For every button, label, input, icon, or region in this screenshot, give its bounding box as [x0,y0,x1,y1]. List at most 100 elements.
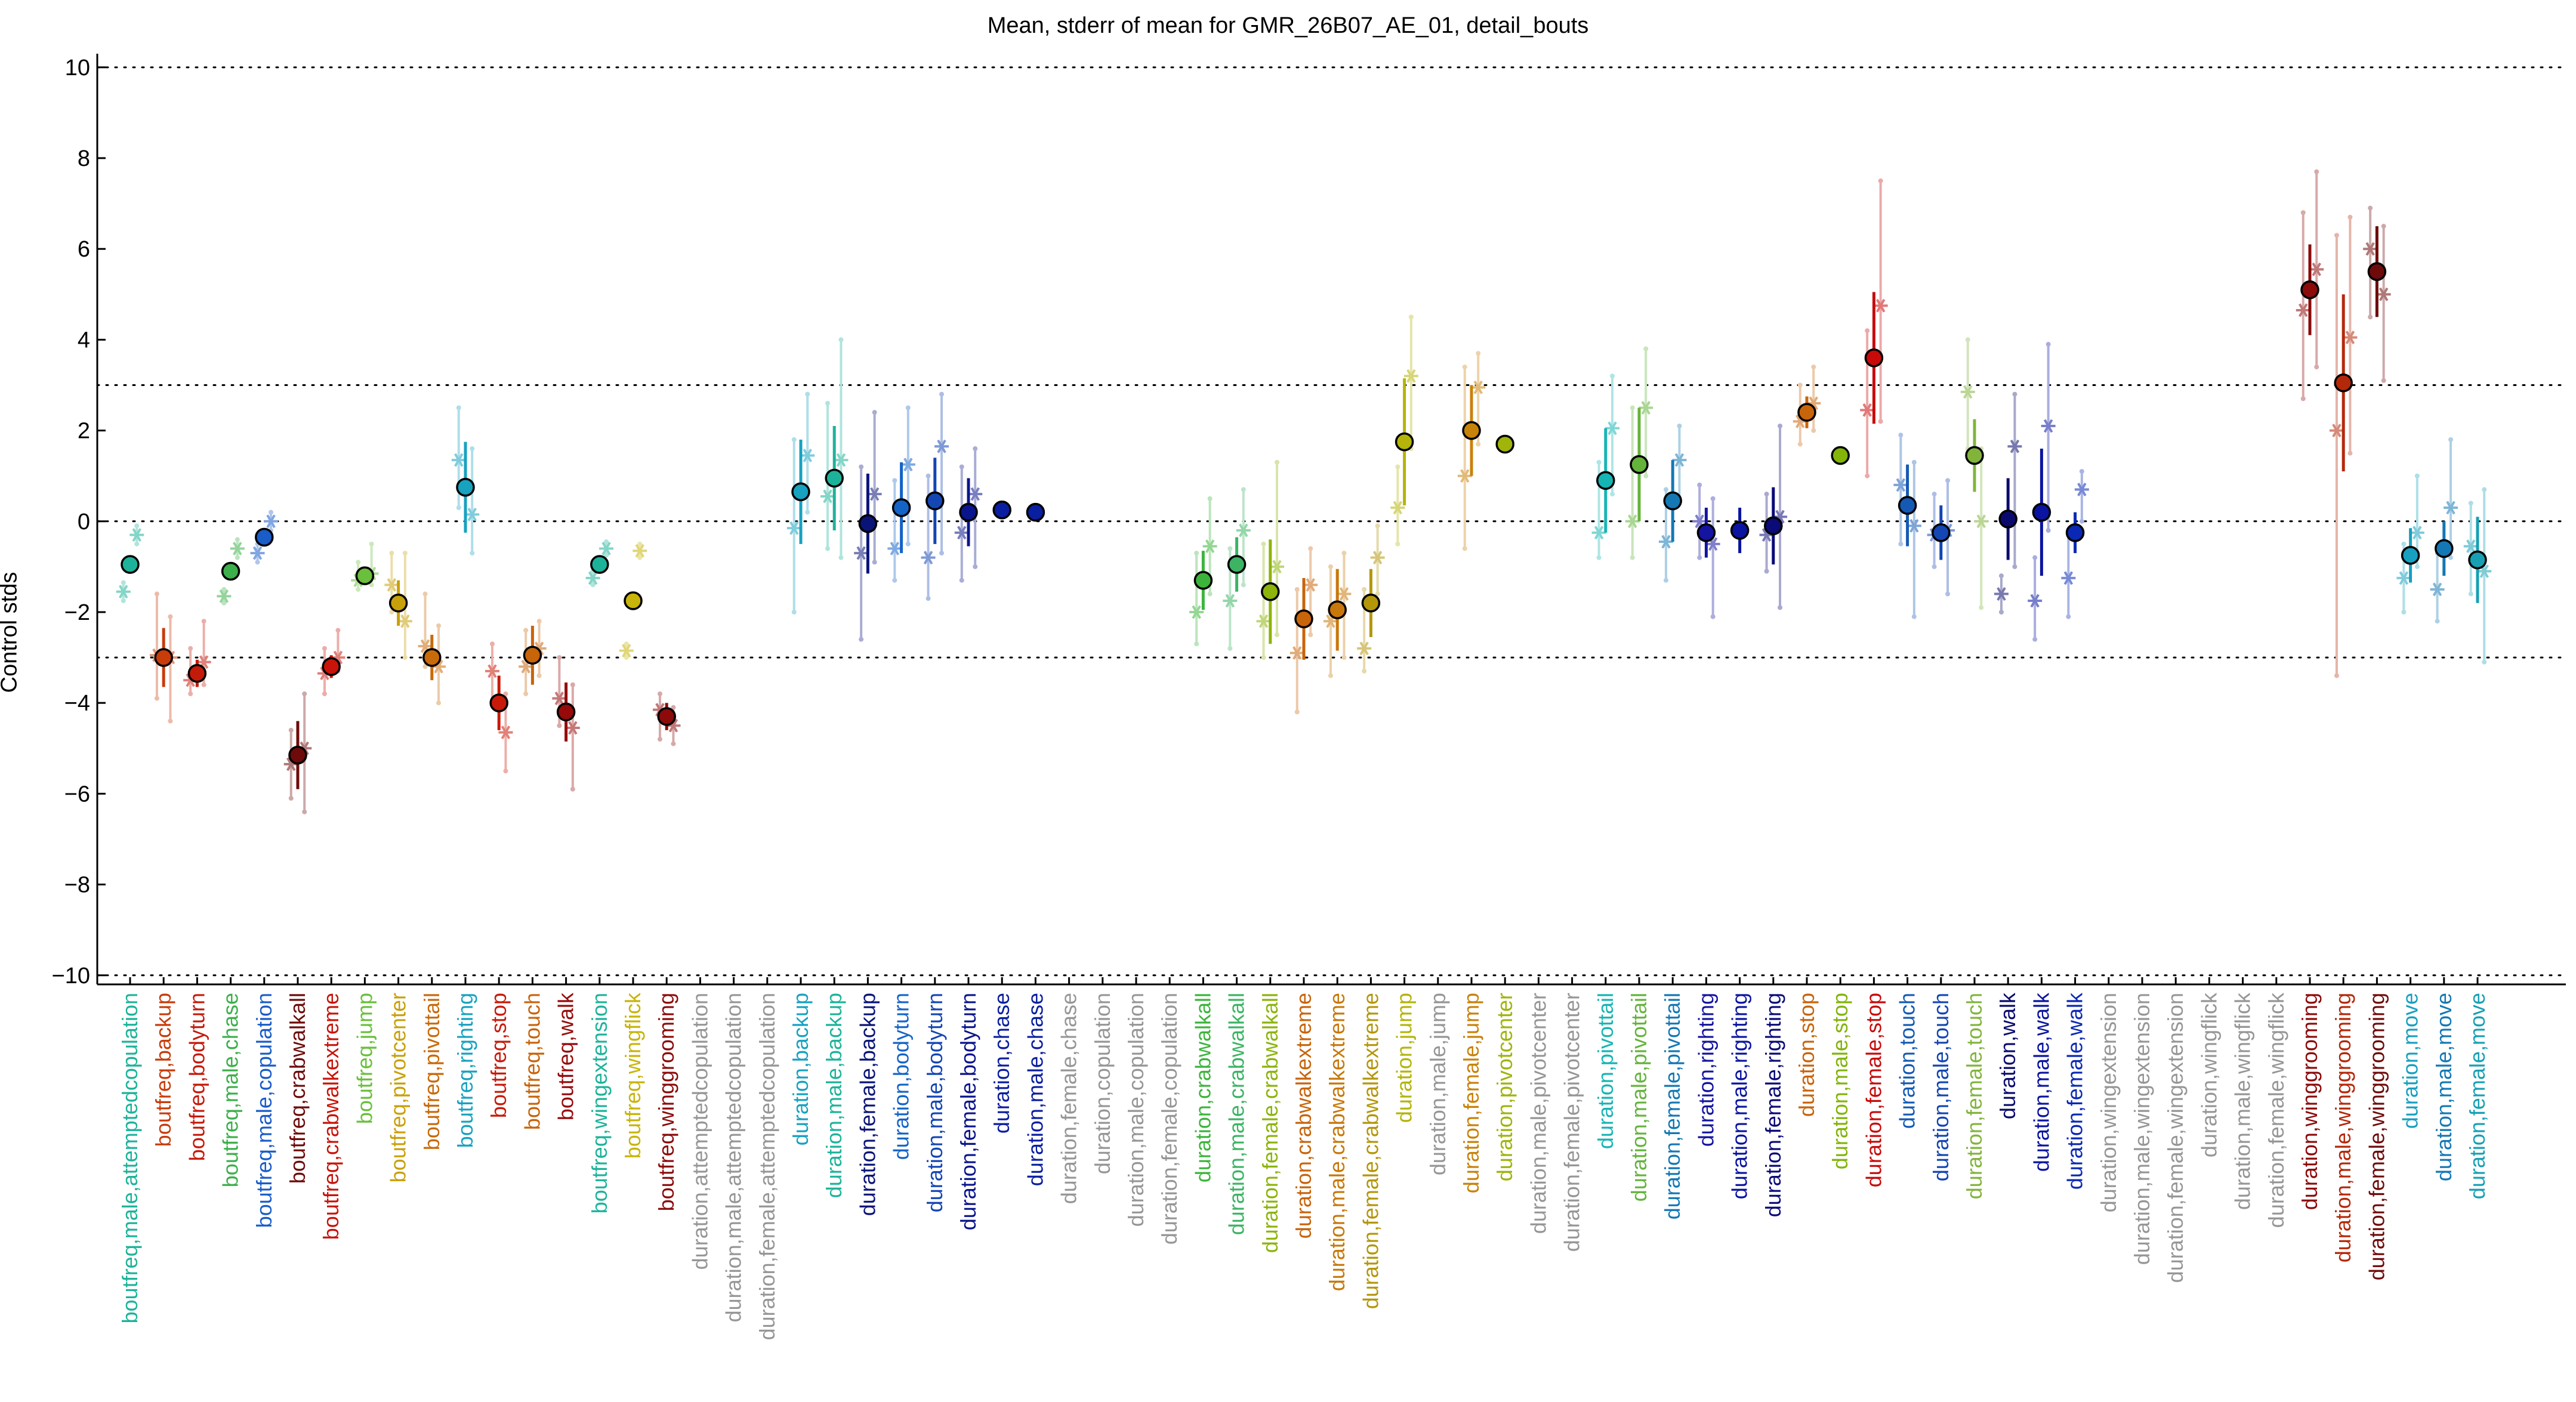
errorbar-cap [2046,528,2051,533]
errorbar-cap [1643,473,1649,478]
errorbar-cap [356,560,361,565]
errorbar-cap [221,600,227,606]
series-star-marker [1672,453,1687,467]
errorbar-cap [322,691,327,696]
series-star-marker [1625,514,1640,529]
mean-marker [1462,421,1481,440]
errorbar-cap [624,655,629,660]
series-star-marker [599,542,614,555]
mean-marker [121,555,140,574]
errorbar-cap [1294,709,1300,715]
errorbar-cap [1328,673,1333,678]
mean-marker [523,646,542,665]
errorbar-cap [1227,646,1233,651]
errorbar-cap [1241,582,1246,588]
series-star-marker [633,543,647,558]
errorbar-cap [1778,424,1783,428]
errorbar-cap [925,473,931,478]
errorbar-cap [2300,396,2306,402]
errorbar-cap [1865,328,1870,333]
series-star-marker [1337,587,1352,601]
errorbar-cap [1911,459,1917,465]
series-star-marker [1370,551,1385,565]
series-star-marker [786,521,801,535]
x-category-label: boutfreq,winggrooming [654,993,678,1211]
x-category-label: duration,male,backup [822,993,846,1198]
mean-marker [624,591,643,610]
series-star-marker [2444,501,2458,515]
errorbar-cap [1194,551,1199,556]
mean-marker [1596,471,1615,490]
x-category-label: duration,male,wingextension [2130,993,2154,1265]
errorbar-cap [369,541,374,546]
errorbar-cap [489,641,495,647]
errorbar-cap [1630,555,1635,560]
errorbar-cap [503,768,508,774]
series-star-marker [1202,539,1217,554]
mean-marker [925,491,945,511]
series-star-marker [800,449,815,462]
errorbar-cap [154,696,159,701]
errorbar-cap [1308,632,1313,638]
series-star-marker [498,725,513,740]
errorbar-cap [1677,424,1682,428]
series-star-marker [887,542,902,555]
series-star-marker [1256,614,1271,628]
errorbar-cap [872,560,877,565]
series-star-marker [968,487,983,501]
x-category-label: duration,male,copulation [1124,993,1148,1227]
errorbar-cap [288,727,294,733]
series-star-marker [565,721,580,735]
mean-marker [2401,546,2420,565]
errorbar-cap [838,555,844,560]
x-category-label: duration,female,crabwalkextreme [1358,993,1383,1309]
errorbar-cap [2347,214,2353,220]
x-category-label: duration,chase [989,993,1014,1134]
errorbar-cap [892,578,897,583]
errorbar-cap [1596,459,1602,465]
errorbar-cap [805,509,810,515]
x-category-label: duration,touch [1895,993,1920,1129]
series-star-marker [116,585,131,599]
errorbar-cap [604,539,609,545]
errorbar-cap [523,628,529,633]
errorbar-cap [657,691,662,696]
mean-marker [2032,502,2051,522]
errorbar-cap [1476,351,1481,356]
errorbar-cap [939,551,945,556]
x-category-label: duration,female,righting [1761,993,1785,1217]
mean-marker [456,477,475,497]
x-category-label: duration,male,attemptedcopulation [721,993,746,1322]
errorbar-cap [657,737,662,742]
mean-marker [2468,550,2487,570]
errorbar-cap [121,580,126,585]
errorbar-cap [905,541,911,546]
errorbar-cap [456,405,461,410]
errorbar-cap [1878,419,1883,424]
errorbar-cap [2414,473,2420,478]
errorbar-cap [2448,437,2454,442]
errorbar-cap [2079,469,2084,474]
errorbar-cap [436,700,442,706]
mean-marker [1294,609,1313,629]
errorbar-cap [2046,342,2051,347]
x-category-label: boutfreq,male,copulation [252,993,276,1228]
errorbar-cap [570,786,575,792]
x-category-label: duration,walk [1995,992,2020,1119]
mean-marker [657,707,676,726]
errorbar-cap [2482,487,2487,492]
errorbar-cap [1764,492,1769,497]
errorbar-cap [973,446,978,452]
errorbar-cap [1663,578,1668,583]
series-star-marker [451,453,466,467]
x-category-label: duration,male,wingflick [2231,992,2255,1210]
errorbar-cap [1965,337,1970,342]
errorbar-cap [188,691,193,696]
errorbar-cap [1610,492,1615,497]
errorbar-cap [671,741,676,746]
x-category-label: boutfreq,touch [520,993,544,1130]
mean-marker [1227,555,1247,574]
mean-marker [959,502,978,522]
errorbar-cap [1375,523,1380,529]
series-star-marker [1457,469,1472,483]
